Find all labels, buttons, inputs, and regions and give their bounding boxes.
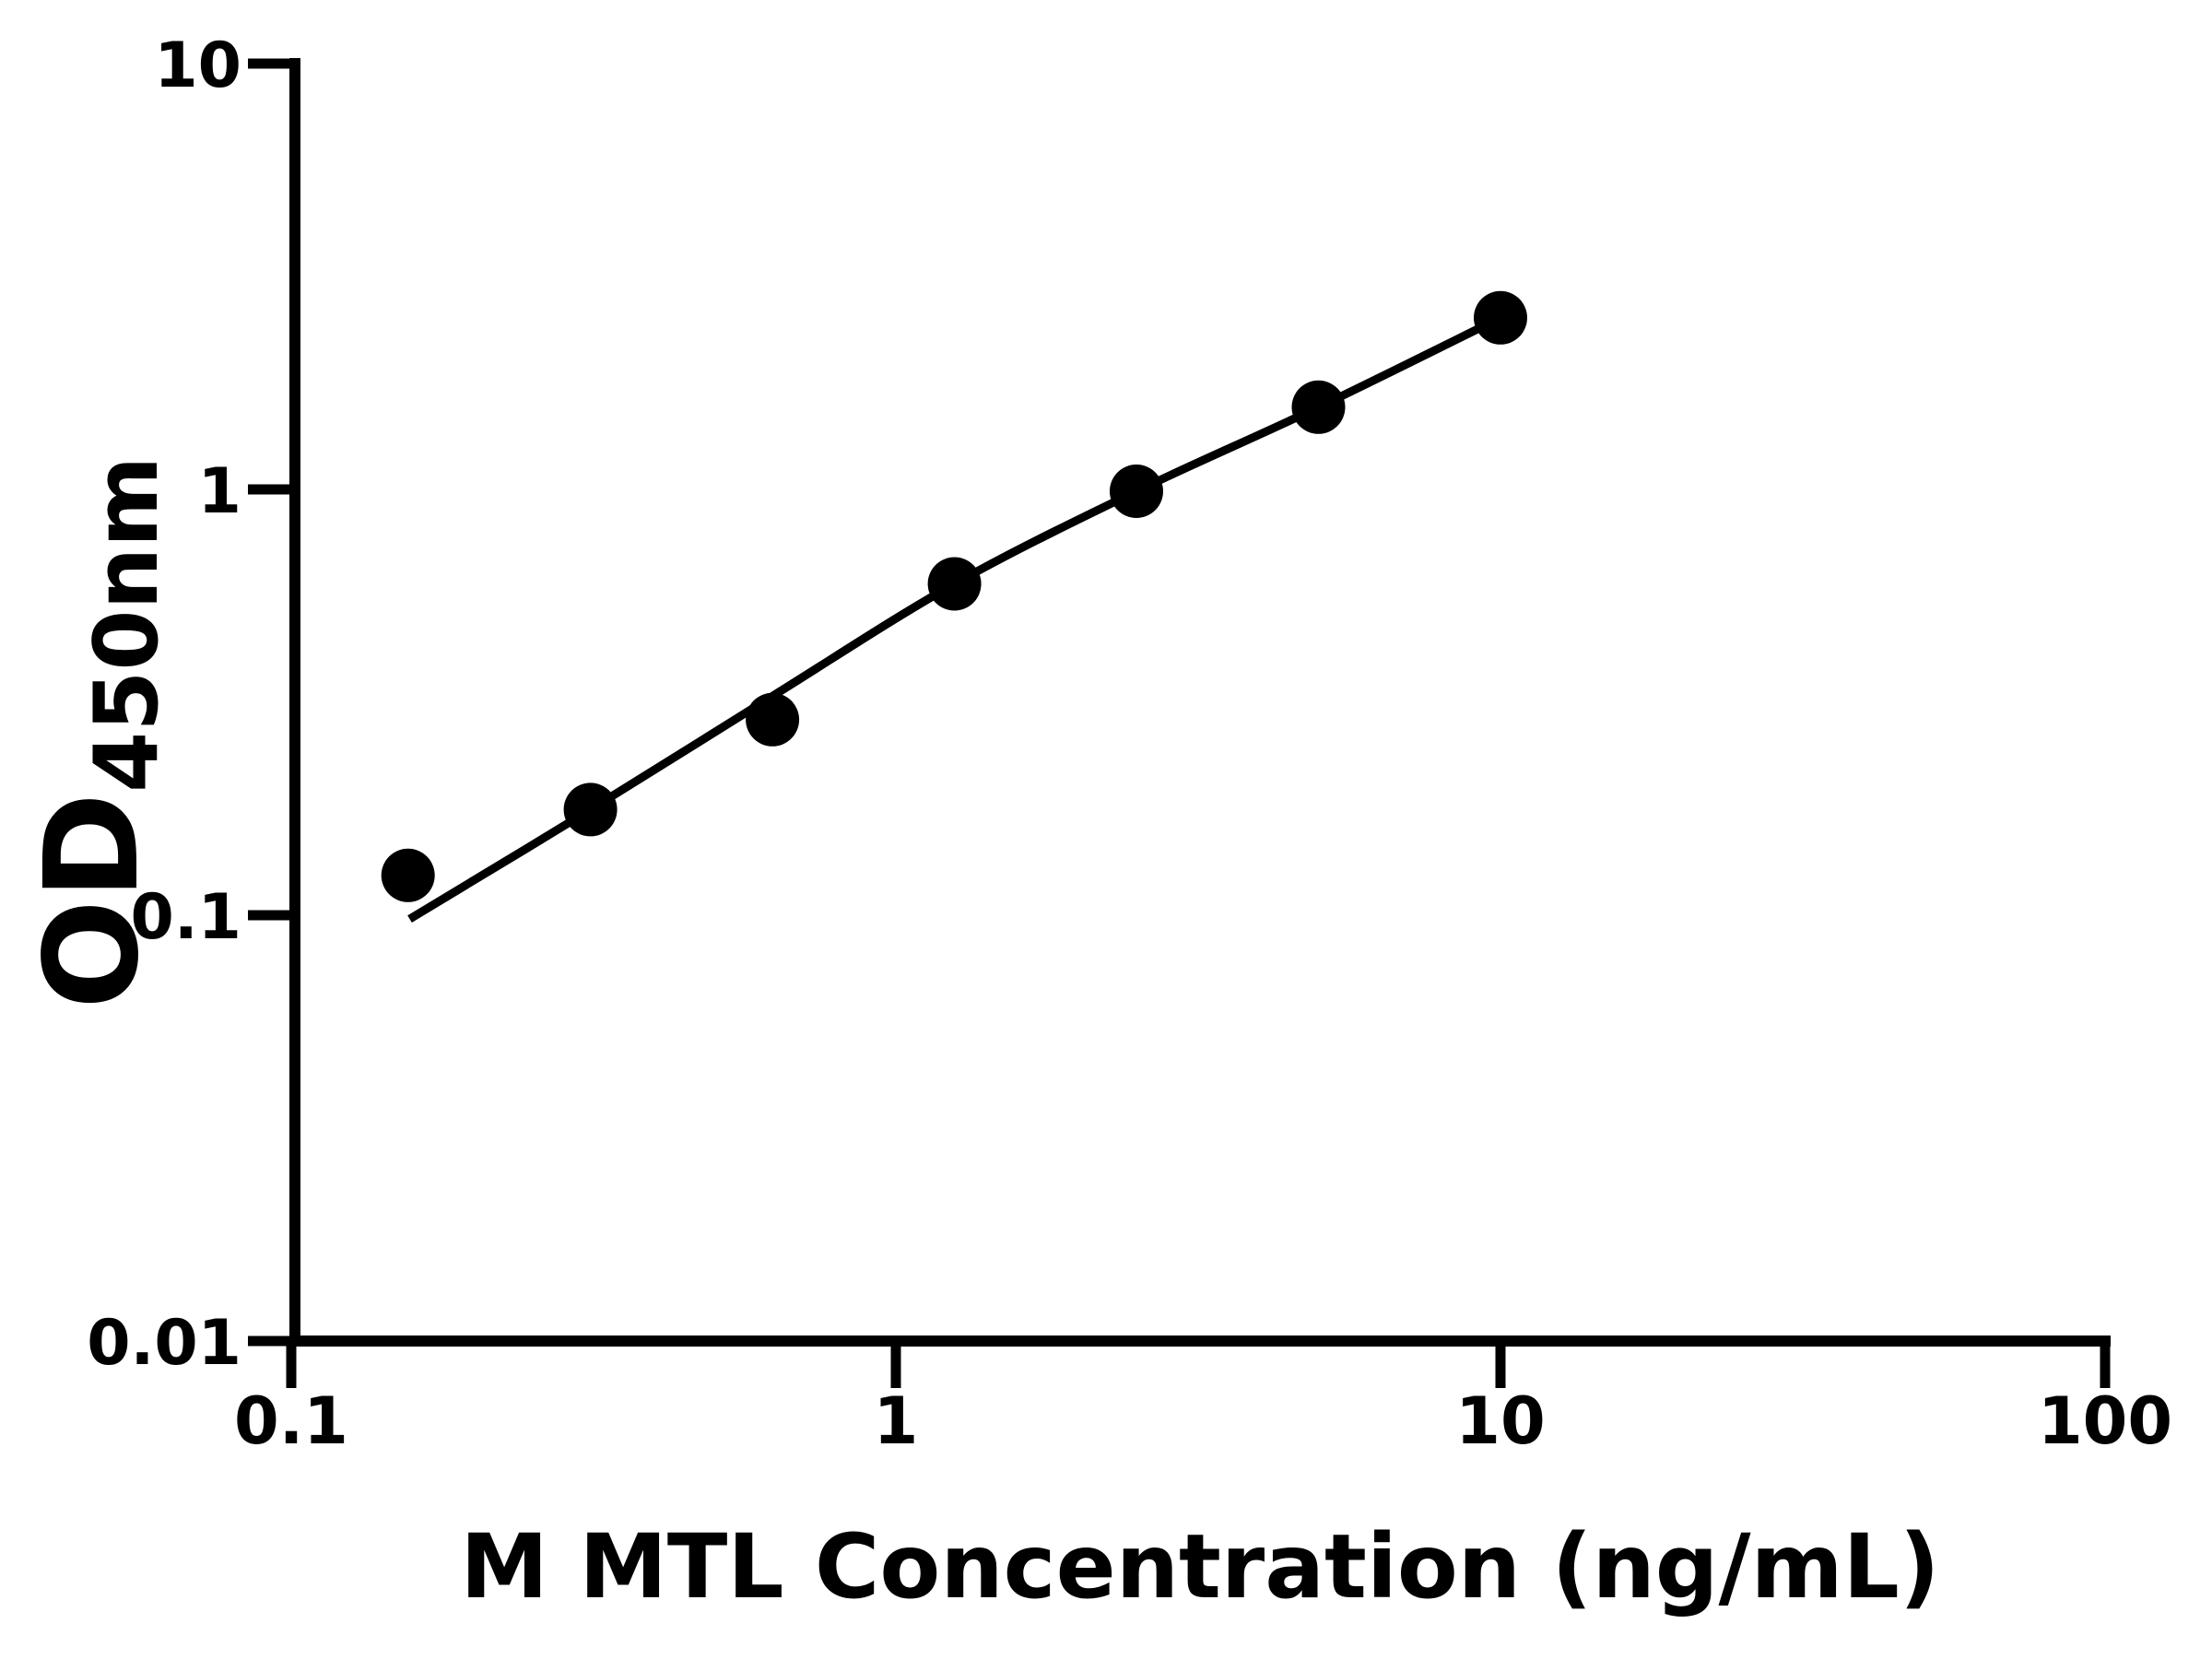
x-tick-label: 0.1: [234, 1383, 348, 1459]
data-point: [746, 692, 800, 747]
x-axis-title: M MTL Concentration (ng/mL): [460, 1515, 1940, 1618]
data-point: [563, 782, 618, 837]
y-axis-title-sub: 450nm: [76, 455, 178, 793]
y-tick-label: 0.01: [87, 1307, 241, 1380]
y-axis-title: OD450nm: [18, 456, 178, 1009]
y-tick-label: 10: [154, 29, 241, 102]
x-tick-label: 100: [2038, 1383, 2172, 1459]
data-point: [381, 848, 435, 902]
x-tick-label: 1: [874, 1383, 919, 1459]
y-tick-label: 1: [198, 455, 241, 528]
x-tick-label: 10: [1455, 1383, 1545, 1459]
data-point: [927, 557, 982, 611]
y-axis-title-main: OD: [18, 792, 168, 1010]
data-point: [1291, 380, 1346, 434]
data-point: [1110, 465, 1163, 518]
y-tick-label: 0.1: [131, 881, 241, 954]
data-point: [1474, 290, 1527, 345]
